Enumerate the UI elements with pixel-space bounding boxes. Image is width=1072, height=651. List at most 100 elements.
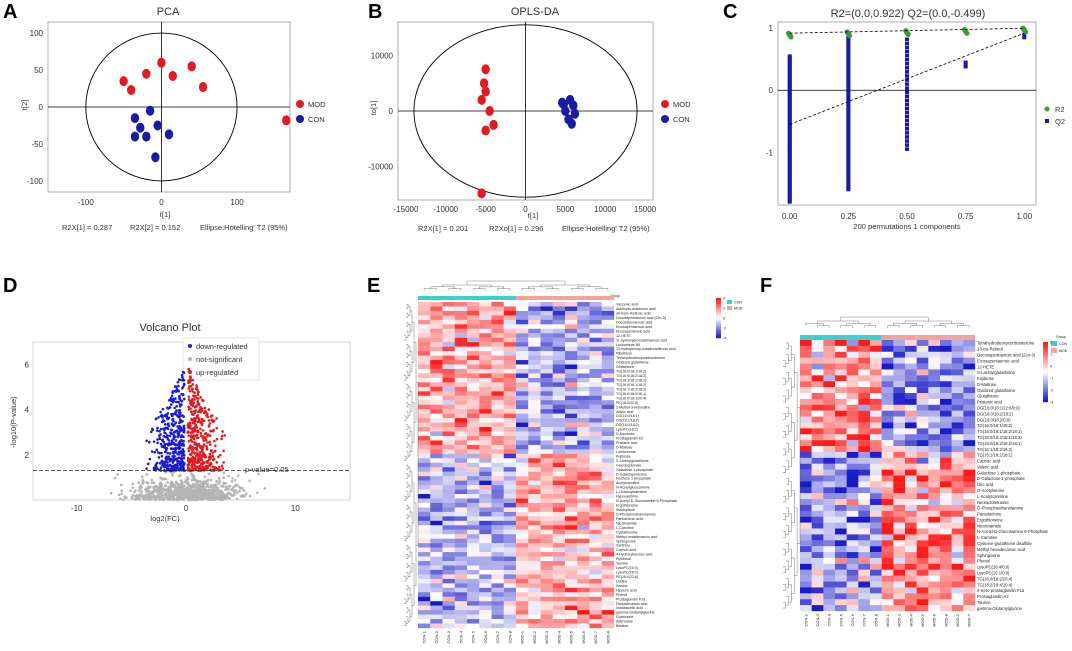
- heatmap-f-scale-step: [1043, 380, 1048, 383]
- heatmap-f-cell: [846, 398, 859, 405]
- heatmap-e-cell: [577, 458, 590, 463]
- oplsda-title: OPLS-DA: [511, 6, 560, 18]
- heatmap-e-col-label: CON-8: [507, 630, 512, 643]
- heatmap-e-cell: [589, 351, 602, 356]
- volcano-point-up: [211, 414, 214, 417]
- heatmap-e-cell: [442, 610, 455, 615]
- heatmap-e-cell: [454, 538, 468, 544]
- heatmap-e-row-dendrogram: [404, 536, 407, 542]
- heatmap-e-row-dendrogram: [408, 444, 411, 457]
- heatmap-e-cell: [479, 324, 492, 329]
- heatmap-f-scale-step: [1043, 344, 1048, 347]
- permutation-q2-point: [846, 88, 851, 93]
- heatmap-e-cell: [528, 489, 541, 495]
- volcano-point-up: [211, 420, 215, 424]
- heatmap-f-cell: [835, 463, 847, 470]
- heatmap-e-cell: [479, 382, 492, 387]
- heatmap-e-cell: [430, 328, 443, 334]
- heatmap-e-cell: [479, 315, 492, 321]
- heatmap-e-cell: [601, 355, 615, 361]
- heatmap-e-cell: [601, 569, 615, 575]
- heatmap-f-cell: [940, 428, 952, 435]
- heatmap-e-cell: [418, 605, 431, 611]
- heatmap-e-cell: [418, 324, 431, 329]
- permutation-q2-point: [905, 118, 909, 123]
- heatmap-f-cell: [963, 404, 976, 411]
- heatmap-e-cell: [467, 319, 480, 325]
- heatmap-e-cell: [430, 583, 443, 588]
- permutation-q2-point: [905, 70, 909, 74]
- heatmap-e-cell: [528, 569, 541, 575]
- heatmap-f-cell: [963, 410, 976, 417]
- volcano-y-label: -log10(P-value): [9, 396, 18, 448]
- heatmap-f-cell: [800, 440, 812, 447]
- heatmap-f-cell: [940, 546, 952, 553]
- volcano-point-down: [179, 426, 183, 430]
- heatmap-f-cell: [811, 599, 824, 606]
- heatmap-e-row-dendrogram: [416, 382, 419, 546]
- heatmap-e-cell: [503, 418, 517, 423]
- heatmap-f-cell: [963, 534, 976, 541]
- volcano-point-up: [189, 444, 192, 447]
- heatmap-f-cell: [881, 404, 894, 411]
- heatmap-e-cell: [516, 310, 529, 316]
- heatmap-e-cell: [418, 355, 431, 361]
- permutation-q2-point: [905, 86, 909, 90]
- heatmap-f-cell: [823, 469, 836, 476]
- heatmap-e-cell: [430, 413, 443, 419]
- heatmap-e-cell: [552, 480, 566, 486]
- permutation-q2-point: [846, 97, 851, 101]
- heatmap-e-cell: [565, 342, 578, 347]
- heatmap-e-cell: [577, 569, 590, 575]
- volcano-point-up: [211, 451, 215, 454]
- heatmap-f-cell: [893, 469, 906, 476]
- panel-letter-d: D: [3, 275, 17, 297]
- heatmap-e-cell: [577, 364, 590, 370]
- heatmap-e-scale-step: [716, 308, 721, 311]
- volcano-point-up: [193, 427, 197, 431]
- volcano-point-up: [211, 429, 215, 433]
- volcano-point-ns: [241, 486, 244, 490]
- heatmap-e-cell: [479, 422, 492, 428]
- volcano-point-ns: [160, 485, 163, 489]
- permutation-q2-point: [905, 41, 909, 46]
- heatmap-f-scale-step: [1043, 350, 1048, 353]
- permutation-q2-point: [1022, 35, 1027, 40]
- heatmap-f-cell: [951, 393, 964, 400]
- heatmap-f-cell: [905, 457, 917, 464]
- heatmap-f-group-cell: [951, 335, 964, 340]
- heatmap-e-cell: [528, 605, 541, 611]
- heatmap-f-row-label: Tetrahydrodeoxycorticosterone: [977, 341, 1035, 346]
- heatmap-e-cell: [467, 409, 480, 414]
- heatmap-e-cell: [601, 601, 615, 606]
- heatmap-e-cell: [540, 377, 553, 383]
- volcano-point-ns: [145, 473, 149, 476]
- heatmap-e-cell: [418, 431, 431, 437]
- heatmap-e-cell: [540, 342, 553, 347]
- heatmap-e-row-dendrogram: [406, 594, 409, 602]
- heatmap-e-cell: [418, 400, 431, 405]
- heatmap-e-cell: [503, 306, 517, 312]
- heatmap-f-cell: [916, 475, 929, 482]
- heatmap-e-cell: [516, 373, 529, 379]
- heatmap-e-cell: [565, 485, 578, 490]
- volcano-point-ns: [186, 477, 190, 480]
- volcano-point-down: [170, 414, 174, 418]
- heatmap-f-cell: [800, 404, 812, 411]
- heatmap-e-cell: [418, 413, 431, 419]
- heatmap-e-cell: [503, 382, 517, 387]
- heatmap-e-cell: [430, 391, 443, 396]
- heatmap-f-cell: [835, 375, 847, 382]
- volcano-point-up: [205, 444, 208, 448]
- volcano-point-ns: [142, 480, 146, 484]
- heatmap-e-cell: [528, 368, 541, 374]
- heatmap-e-cell: [552, 462, 566, 468]
- heatmap-e-cell: [454, 404, 468, 410]
- volcano-point-ns: [133, 494, 137, 498]
- volcano-point-up: [194, 394, 197, 398]
- heatmap-e-cell: [601, 427, 615, 432]
- volcano-point-ns: [173, 497, 176, 501]
- heatmap-e-cell: [577, 552, 590, 557]
- heatmap-f-cell: [823, 522, 836, 529]
- heatmap-f-cell: [835, 469, 847, 476]
